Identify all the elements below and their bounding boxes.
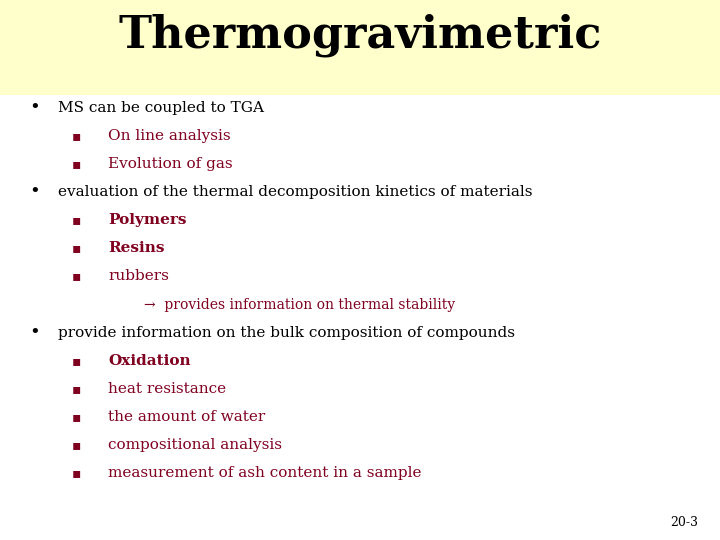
Text: •: • (29, 323, 40, 342)
Text: MS can be coupled to TGA: MS can be coupled to TGA (58, 101, 264, 115)
Text: ▪: ▪ (72, 213, 81, 227)
Text: the amount of water: the amount of water (108, 410, 265, 424)
Text: heat resistance: heat resistance (108, 382, 226, 396)
Text: ▪: ▪ (72, 157, 81, 171)
Text: •: • (29, 183, 40, 201)
Text: Oxidation: Oxidation (108, 354, 191, 368)
Text: rubbers: rubbers (108, 269, 169, 284)
Text: Evolution of gas: Evolution of gas (108, 157, 233, 171)
Text: ▪: ▪ (72, 438, 81, 452)
Text: ▪: ▪ (72, 466, 81, 480)
FancyBboxPatch shape (0, 0, 720, 94)
Text: provide information on the bulk composition of compounds: provide information on the bulk composit… (58, 326, 515, 340)
Text: ▪: ▪ (72, 269, 81, 284)
Text: ▪: ▪ (72, 382, 81, 396)
Text: Resins: Resins (108, 241, 164, 255)
Text: Polymers: Polymers (108, 213, 186, 227)
Text: measurement of ash content in a sample: measurement of ash content in a sample (108, 466, 421, 480)
Text: Thermogravimetric: Thermogravimetric (118, 14, 602, 57)
Text: ▪: ▪ (72, 410, 81, 424)
Text: •: • (29, 99, 40, 117)
Text: compositional analysis: compositional analysis (108, 438, 282, 452)
Text: ▪: ▪ (72, 241, 81, 255)
Text: ▪: ▪ (72, 354, 81, 368)
Text: evaluation of the thermal decomposition kinetics of materials: evaluation of the thermal decomposition … (58, 185, 532, 199)
Text: →  provides information on thermal stability: → provides information on thermal stabil… (144, 298, 455, 312)
Text: On line analysis: On line analysis (108, 129, 230, 143)
Text: 20-3: 20-3 (670, 516, 698, 529)
Text: ▪: ▪ (72, 129, 81, 143)
